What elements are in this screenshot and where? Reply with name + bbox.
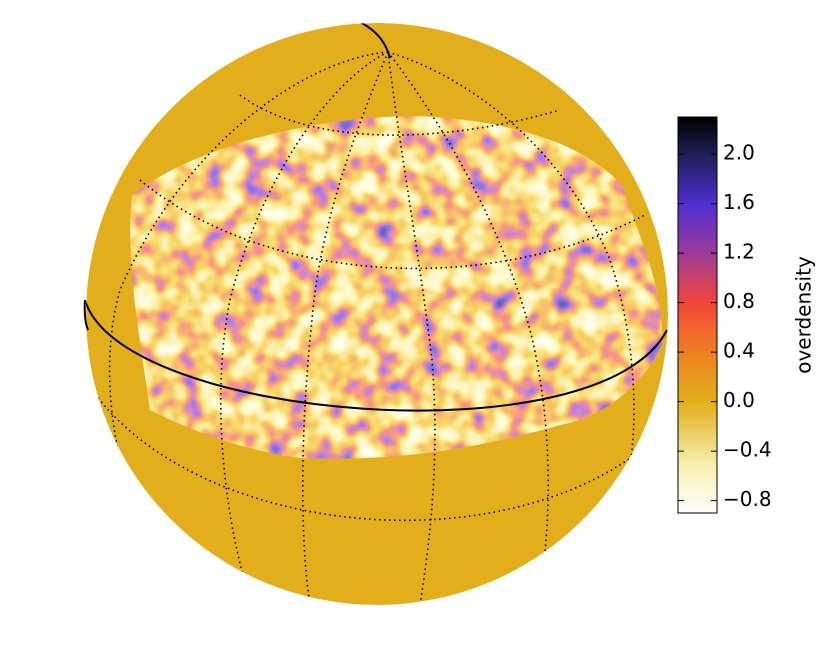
pole-line: [359, 23, 391, 59]
survey-region: [130, 116, 663, 459]
graticule: [86, 23, 668, 605]
colorbar-tick-label: 1.2: [723, 240, 755, 264]
parallel: [239, 94, 561, 136]
meridian: [108, 51, 389, 521]
equator: [86, 299, 668, 412]
equator: [83, 299, 89, 331]
sphere: [86, 23, 668, 605]
colorbar-tick-label: 0.4: [723, 339, 755, 363]
colorbar-tick-label: 2.0: [723, 141, 755, 165]
colorbar-tick-label: 0.8: [723, 289, 755, 313]
colorbar-gradient: [677, 116, 718, 514]
colorbar-tick-label: −0.4: [723, 438, 772, 462]
meridian: [387, 51, 436, 605]
overdensity-field: [130, 116, 663, 459]
colorbar-tick-label: 1.6: [723, 190, 755, 214]
parallel: [91, 389, 666, 522]
colorbar: overdensity −0.8 −0.4 0.0 0.4 0.8 1.2 1.6 2.0: [677, 116, 816, 514]
parallel: [139, 179, 646, 270]
colorbar-tick-label: −0.8: [723, 487, 772, 511]
colorbar-tick-label: 0.0: [723, 388, 755, 412]
colorbar-label: overdensity: [792, 256, 816, 374]
meridian: [219, 51, 389, 601]
meridian: [387, 51, 549, 591]
